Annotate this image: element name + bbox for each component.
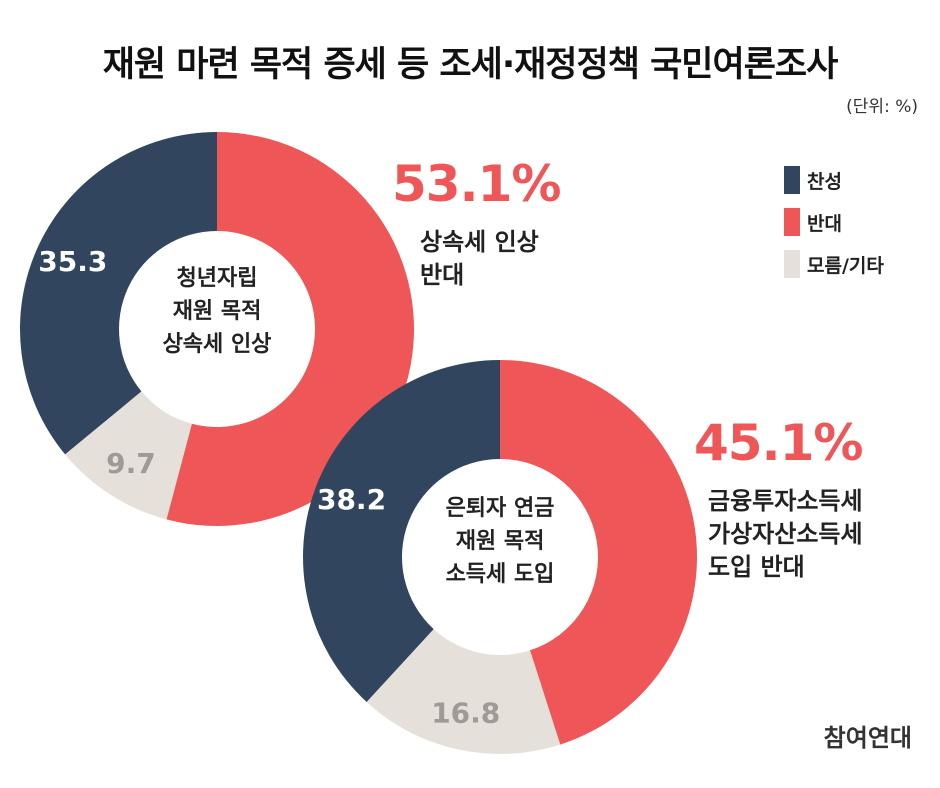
donut1-value-label: 9.7: [106, 447, 156, 480]
donut1-center-label: 청년자립 재원 목적 상속세 인상: [117, 262, 317, 361]
center-line: 재원 목적: [172, 299, 262, 324]
legend-swatch: [784, 166, 800, 194]
legend-item-approve: 찬성: [784, 166, 884, 194]
desc-line: 상속세 인상: [420, 228, 539, 256]
legend: 찬성 반대 모름/기타: [784, 166, 884, 292]
donut2-value-label: 16.8: [431, 697, 500, 730]
donut2-slice-2: [303, 360, 500, 702]
center-line: 청년자립: [176, 266, 258, 291]
legend-label: 찬성: [807, 170, 842, 193]
donut2-center-label: 은퇴자 연금 재원 목적 소득세 도입: [400, 492, 600, 591]
donut2-slice-1: [366, 629, 561, 754]
legend-item-oppose: 반대: [784, 208, 884, 236]
unit-label: (단위: %): [846, 97, 918, 117]
center-line: 재원 목적: [455, 529, 545, 554]
legend-label: 모름/기타: [807, 254, 884, 277]
donut2-value-label: 38.2: [317, 483, 386, 516]
donut1-slice-1: [65, 391, 192, 520]
legend-swatch: [784, 250, 800, 278]
center-line: 소득세 도입: [445, 562, 555, 587]
desc-line: 반대: [420, 261, 465, 289]
legend-item-unknown: 모름/기타: [784, 250, 884, 278]
desc-line: 도입 반대: [708, 553, 805, 581]
chart-title: 재원 마련 목적 증세 등 조세·재정정책 국민여론조사: [102, 45, 839, 85]
center-line: 상속세 인상: [162, 332, 272, 357]
highlight-value-1: 53.1%: [392, 155, 561, 213]
donut1-value-label: 35.3: [38, 245, 107, 278]
donut1-slice-2: [20, 132, 218, 455]
highlight-desc-1: 상속세 인상 반대: [420, 226, 539, 292]
donut2-slice-0: [500, 360, 698, 745]
desc-line: 가상자산소득세: [708, 520, 863, 548]
legend-swatch: [784, 208, 800, 236]
highlight-value-2: 45.1%: [694, 414, 863, 472]
brand-logo: 참여연대: [823, 724, 912, 752]
legend-label: 반대: [807, 212, 842, 235]
center-line: 은퇴자 연금: [445, 496, 555, 521]
desc-line: 금융투자소득세: [708, 487, 863, 515]
highlight-desc-2: 금융투자소득세 가상자산소득세 도입 반대: [708, 485, 863, 584]
